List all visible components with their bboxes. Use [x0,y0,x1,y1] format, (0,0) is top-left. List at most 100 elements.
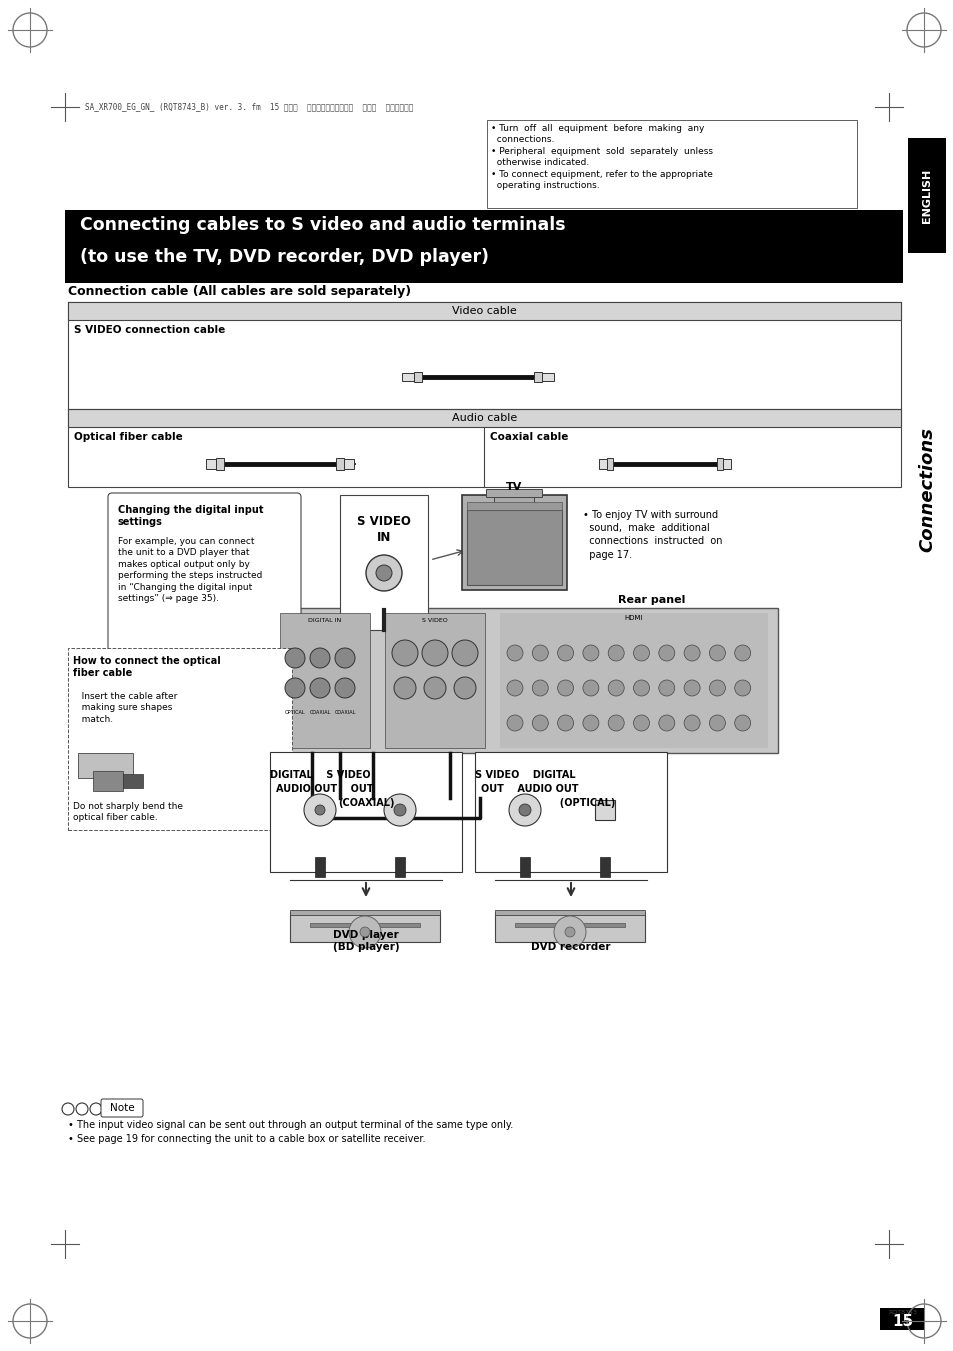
Text: S VIDEO connection cable: S VIDEO connection cable [74,326,225,335]
Circle shape [557,715,573,731]
Circle shape [304,794,335,825]
Text: Coaxial cable: Coaxial cable [490,432,568,442]
Text: Optical fiber cable: Optical fiber cable [74,432,183,442]
Circle shape [582,680,598,696]
Circle shape [683,715,700,731]
Bar [339,494,428,630]
Circle shape [506,680,522,696]
Circle shape [285,648,305,667]
Bar [280,613,370,748]
Circle shape [76,1102,88,1115]
Bar [65,209,902,282]
Text: COAXIAL: COAXIAL [334,711,355,716]
Bar [494,494,534,503]
Bar [206,459,216,469]
Text: S VIDEO
IN: S VIDEO IN [356,515,411,544]
Bar [78,753,132,778]
Text: OPTICAL: OPTICAL [284,711,305,716]
Circle shape [392,640,417,666]
Circle shape [532,644,548,661]
Circle shape [394,804,406,816]
Bar [314,857,325,877]
Circle shape [633,644,649,661]
Text: OUT    AUDIO OUT: OUT AUDIO OUT [480,784,578,794]
Text: • The input video signal can be sent out through an output terminal of the same : • The input video signal can be sent out… [68,1120,513,1129]
Circle shape [375,565,392,581]
Bar [461,494,566,590]
Circle shape [554,916,585,948]
Bar [542,373,554,381]
Bar [475,753,666,871]
Text: • To enjoy TV with surround
  sound,  make  additional
  connections  instructed: • To enjoy TV with surround sound, make … [582,509,721,559]
Circle shape [423,677,446,698]
Circle shape [90,1102,102,1115]
Text: HDMI: HDMI [624,615,642,621]
Circle shape [518,804,531,816]
Circle shape [366,555,401,590]
Circle shape [349,916,380,948]
Circle shape [608,680,623,696]
Bar [290,911,439,915]
Bar [519,857,530,877]
Circle shape [709,680,724,696]
Text: Changing the digital input
settings: Changing the digital input settings [118,505,263,527]
Text: Do not sharply bend the
optical fiber cable.: Do not sharply bend the optical fiber ca… [73,802,183,823]
Circle shape [709,644,724,661]
Circle shape [532,680,548,696]
Bar [486,120,856,208]
Text: DIGITAL    S VIDEO: DIGITAL S VIDEO [270,770,370,780]
Circle shape [62,1102,74,1115]
Bar [344,459,354,469]
Bar [216,458,224,470]
Circle shape [633,680,649,696]
Text: Insert the cable after
   making sure shapes
   match.: Insert the cable after making sure shape… [73,692,177,724]
Bar [467,509,561,585]
Circle shape [452,640,477,666]
Bar [68,303,900,486]
Bar [598,459,607,469]
Circle shape [509,794,540,825]
Bar [722,459,731,469]
Bar [467,503,561,509]
FancyBboxPatch shape [101,1098,143,1117]
Bar [414,372,422,382]
Bar [907,138,945,253]
Circle shape [310,648,330,667]
Circle shape [683,680,700,696]
Text: RQT8743: RQT8743 [887,1309,916,1315]
Text: DVD player
(BD player): DVD player (BD player) [333,931,399,952]
Bar [335,458,344,470]
Bar [595,800,615,820]
Circle shape [454,677,476,698]
Text: (OPTICAL): (OPTICAL) [526,798,615,808]
Text: DVD recorder: DVD recorder [531,942,610,952]
Circle shape [335,648,355,667]
Circle shape [582,715,598,731]
Text: S VIDEO: S VIDEO [421,617,447,623]
Bar [607,458,613,470]
Circle shape [709,715,724,731]
Circle shape [335,678,355,698]
Circle shape [310,678,330,698]
Bar [495,912,644,942]
Circle shape [683,644,700,661]
Text: Rear panel: Rear panel [618,594,684,605]
Text: How to connect the optical
fiber cable: How to connect the optical fiber cable [73,657,220,678]
Text: DIGITAL IN: DIGITAL IN [308,617,341,623]
Bar [395,857,405,877]
Bar [290,912,439,942]
Bar [310,923,419,927]
Bar [270,608,778,753]
Bar [515,923,624,927]
Bar [92,771,123,790]
Bar [68,409,900,427]
Circle shape [734,715,750,731]
Text: • Turn  off  all  equipment  before  making  any
  connections.
• Peripheral  eq: • Turn off all equipment before making a… [491,124,712,190]
Circle shape [659,715,674,731]
Circle shape [659,680,674,696]
Text: ENGLISH: ENGLISH [921,169,931,223]
Circle shape [557,644,573,661]
Bar [495,911,644,915]
Bar [534,372,542,382]
Text: 15: 15 [891,1315,912,1329]
